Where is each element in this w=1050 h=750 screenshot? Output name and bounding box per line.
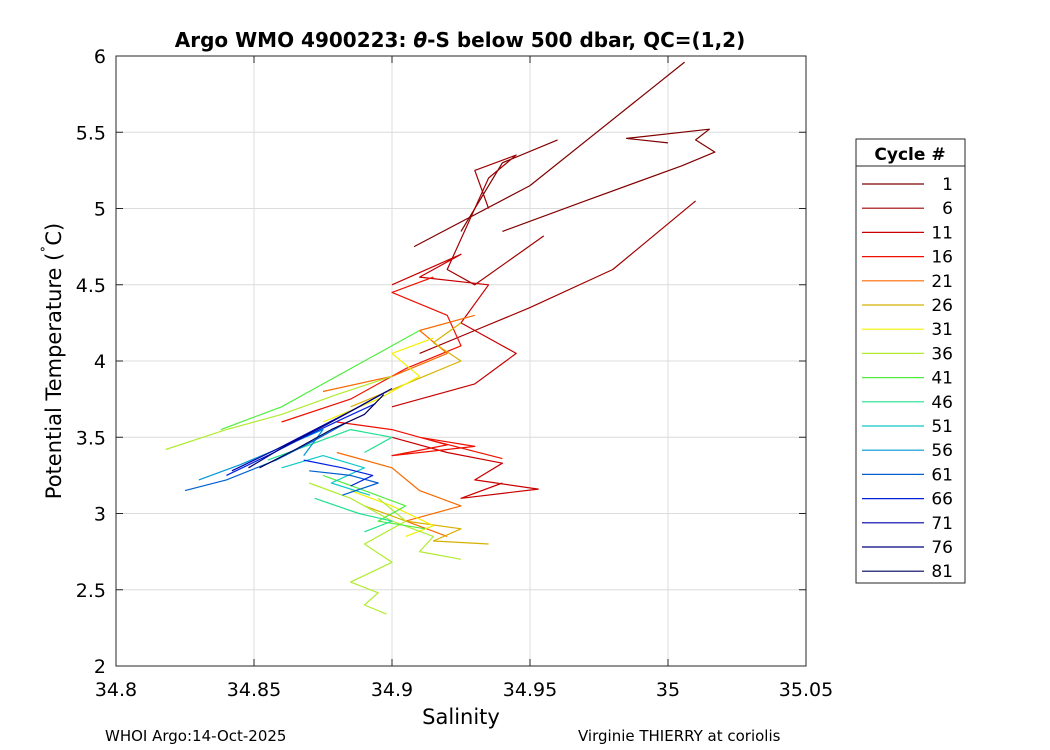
- legend-label: 31: [931, 320, 953, 340]
- data-series: [165, 61, 716, 615]
- legend-label: 16: [931, 248, 953, 268]
- legend-box: [855, 138, 966, 584]
- legend-label: 56: [931, 441, 953, 461]
- legend-label: 51: [931, 417, 953, 437]
- legend-label: 36: [931, 344, 953, 364]
- x-tick-label: 35.05: [779, 679, 833, 701]
- series-line-cycle-21: [336, 451, 462, 537]
- series-line-cycle-51: [281, 455, 371, 496]
- series-line-cycle-81: [259, 394, 385, 469]
- series-line-cycle-1: [413, 61, 685, 248]
- x-axis-label: Salinity: [422, 705, 500, 729]
- legend-label: 1: [942, 175, 953, 195]
- series-line-cycle-21b: [322, 314, 475, 393]
- series-line-cycle-16: [336, 421, 503, 460]
- series-line-cycle-26: [364, 505, 489, 545]
- legend-label: 26: [931, 296, 953, 316]
- legend-label: 81: [931, 562, 953, 582]
- y-axis-label: Potential Temperature (˚C): [40, 223, 66, 499]
- legend-label: 11: [931, 223, 953, 243]
- y-tick-label: 6: [94, 46, 106, 68]
- x-tick-label: 34.8: [95, 679, 137, 701]
- legend-label: 66: [931, 490, 953, 510]
- ticks: [115, 55, 807, 667]
- legend-label: 71: [931, 514, 953, 534]
- y-tick-label: 4.5: [76, 275, 106, 297]
- footer-left: WHOI Argo:14-Oct-2025: [105, 727, 286, 745]
- x-tick-label: 35: [656, 679, 680, 701]
- footer-right: Virginie THIERRY at coriolis: [578, 727, 781, 745]
- series-line-cycle-11: [391, 253, 517, 408]
- x-tick-label: 34.95: [503, 679, 557, 701]
- series-line-cycle-6b: [419, 200, 696, 354]
- chart-title: Argo WMO 4900223: θ-S below 500 dbar, QC…: [175, 28, 745, 52]
- legend-label: 6: [942, 199, 953, 219]
- series-line-cycle-61: [184, 421, 349, 492]
- legend-label: 21: [931, 272, 953, 292]
- y-tick-labels: 2 2.5 3 3.5 4 4.5 5 5.5 6: [76, 46, 106, 678]
- series-line-cycle-11b: [391, 436, 539, 499]
- y-tick-label: 5.5: [76, 122, 106, 144]
- x-tick-label: 34.85: [227, 679, 281, 701]
- series-line-cycle-66b: [303, 459, 374, 487]
- y-tick-label: 5: [94, 199, 106, 221]
- series-line-cycle-66: [226, 403, 376, 476]
- y-tick-label: 3.5: [76, 427, 106, 449]
- series-line-cycle-76: [248, 387, 393, 469]
- series-line-cycle-1b: [502, 128, 716, 232]
- y-tick-label: 4: [94, 351, 106, 373]
- y-tick-label: 3: [94, 504, 106, 526]
- legend-label: 46: [931, 393, 953, 413]
- series-line-cycle-16b: [281, 276, 462, 423]
- y-tick-label: 2: [94, 656, 106, 678]
- series-line-cycle-36c: [308, 482, 462, 560]
- series-line-cycle-6: [446, 154, 545, 286]
- legend-label: 61: [931, 465, 953, 485]
- series-line-cycle-46b: [314, 497, 393, 533]
- x-tick-labels: 34.8 34.85 34.9 34.95 35 35.05: [95, 679, 833, 701]
- legend-title: Cycle #: [874, 145, 945, 165]
- legend-label: 41: [931, 369, 953, 389]
- series-line-cycle-41: [220, 329, 420, 431]
- y-tick-label: 2.5: [76, 580, 106, 602]
- x-tick-label: 34.9: [371, 679, 413, 701]
- series-line-cycle-36: [165, 375, 393, 451]
- legend-label: 76: [931, 538, 953, 558]
